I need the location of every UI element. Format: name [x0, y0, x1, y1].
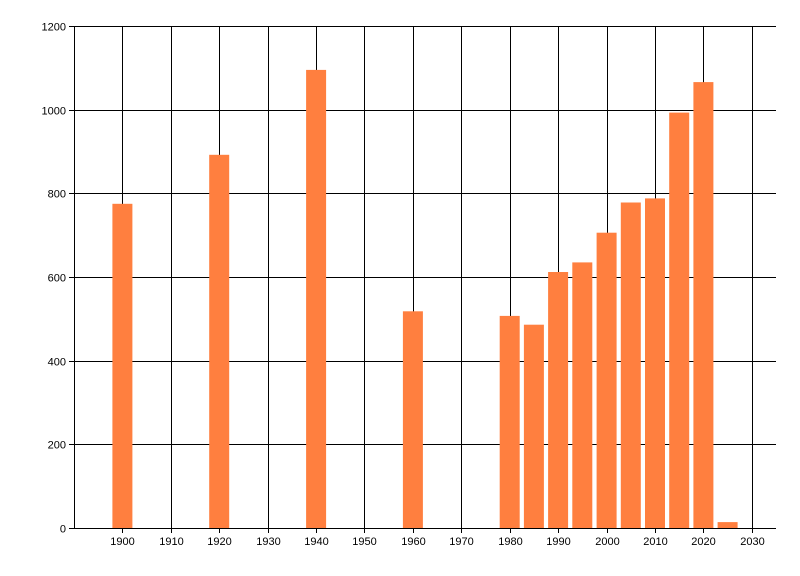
y-tick-label: 800: [48, 189, 66, 201]
bar: [620, 202, 641, 528]
x-tick-label: 1930: [256, 536, 280, 548]
y-tick-label: 400: [48, 357, 66, 369]
y-tick-label: 200: [48, 440, 66, 452]
y-tick-label: 1000: [42, 106, 66, 118]
x-tick-label: 1940: [304, 536, 328, 548]
x-tick-label: 1910: [159, 536, 183, 548]
bar: [669, 112, 690, 528]
x-tick-label: 2010: [643, 536, 667, 548]
x-tick-label: 1960: [401, 536, 425, 548]
bar: [499, 315, 520, 528]
bar: [717, 522, 738, 528]
x-tick-label: 1970: [449, 536, 473, 548]
x-tick-label: 1980: [498, 536, 522, 548]
x-tick-label: 2030: [740, 536, 764, 548]
x-tick-label: 1950: [352, 536, 376, 548]
y-tick-label: 600: [48, 273, 66, 285]
bar: [523, 324, 544, 528]
x-tick-label: 1920: [207, 536, 231, 548]
x-tick-label: 2000: [595, 536, 619, 548]
y-tick-labels: 0 200 400 600 800 1000 1200: [42, 22, 66, 536]
bar: [645, 198, 665, 528]
bar: [112, 203, 133, 529]
bar-series: [112, 69, 738, 529]
bar: [693, 82, 714, 528]
x-tick-label: 1900: [110, 536, 134, 548]
bar: [572, 262, 593, 528]
y-tick-label: 1200: [42, 22, 66, 34]
axes: [69, 26, 776, 533]
bar: [306, 69, 327, 529]
y-tick-label: 0: [60, 524, 66, 536]
x-tick-label: 2020: [691, 536, 715, 548]
x-tick-label: 1990: [546, 536, 570, 548]
bar: [402, 311, 423, 528]
bar: [209, 154, 230, 529]
bar: [596, 232, 617, 528]
y-gridlines: [74, 26, 776, 445]
bar: [548, 272, 569, 528]
x-tick-labels: 1900 1910 1920 1930 1940 1950 1960 1970 1980 1990…: [110, 536, 764, 548]
